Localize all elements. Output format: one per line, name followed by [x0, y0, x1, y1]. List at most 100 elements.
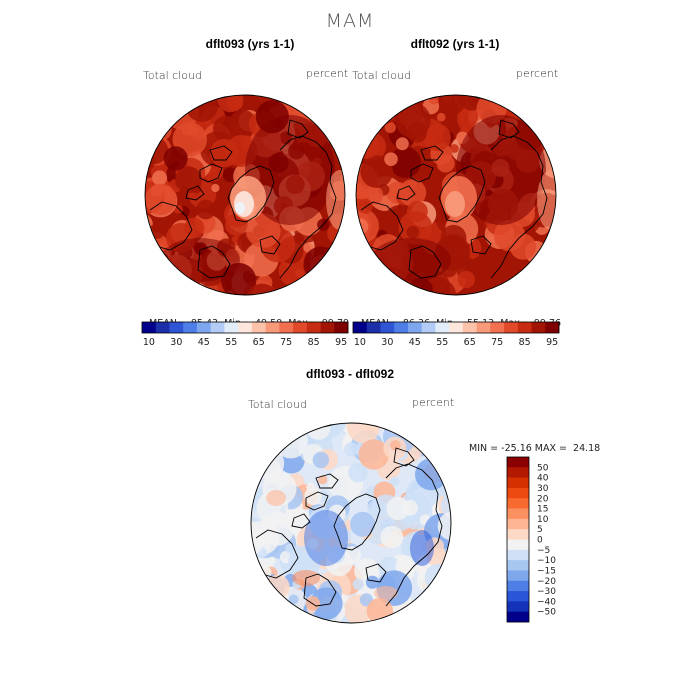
panel3-map-cell	[440, 468, 451, 479]
panel3-map-cell	[448, 428, 451, 440]
panel2-map-cell	[364, 95, 383, 106]
panel1-map-cell	[145, 263, 157, 284]
panel3-map-cell	[352, 578, 365, 590]
panel2-map-cell	[364, 95, 382, 100]
panel1-coastline	[227, 165, 275, 223]
panel2-colorbar-tick-label: 10	[354, 337, 366, 347]
panel3-map-cell	[432, 445, 451, 471]
panel3-map-region	[266, 490, 286, 506]
panel2-coastline	[490, 135, 548, 279]
panel1-colorbar-swatch	[306, 322, 321, 333]
panel2-map-cell	[546, 95, 556, 106]
panel1-map-cell	[338, 273, 345, 290]
panel1-map-cell	[225, 213, 248, 236]
panel1-map-region	[160, 238, 240, 282]
panel2-colorbar-frame	[352, 321, 560, 334]
panel1-map-cell	[152, 170, 168, 186]
panel2-map-cell	[531, 291, 548, 295]
panel1-colorbar-swatch	[183, 322, 198, 333]
panel1-coastline	[259, 235, 281, 255]
panel3-map-cell	[265, 574, 290, 600]
panel2-map-cell	[450, 144, 459, 153]
panel1-map-cell	[323, 97, 343, 118]
panel1-map-cell	[145, 270, 172, 295]
panel3-map-cell	[251, 587, 254, 599]
panel3-map-cell	[380, 525, 404, 549]
panel1-colorbar-swatch	[142, 322, 157, 333]
panel3-colorbar-swatch	[507, 498, 529, 509]
panel3-map-cell	[432, 423, 451, 436]
panel1-map-cell	[336, 265, 345, 275]
panel1-map-cell	[177, 95, 186, 97]
panel3-colorbar-tick-label: −30	[537, 587, 556, 597]
panel3-map-cell	[251, 429, 267, 450]
panel1-map-cell	[312, 103, 329, 120]
panel3-colorbar-tick-label: −5	[537, 546, 550, 556]
panel1-field-label: Total cloud	[143, 69, 202, 82]
panel1-colorbar-tick-label: 95	[335, 337, 347, 347]
panel2-map-cell	[530, 104, 548, 122]
panel2-map-cell	[369, 98, 396, 125]
panel1-title: dflt093 (yrs 1-1)	[205, 37, 295, 51]
panel2-colorbar-swatch	[476, 322, 491, 333]
panel3-coastline	[305, 491, 329, 511]
panel3-map-cell	[418, 423, 446, 435]
panel1-map	[144, 94, 346, 296]
panel2-map-cell	[403, 290, 419, 295]
panel1-map-cell	[294, 276, 323, 295]
panel2-map-cell	[395, 102, 431, 139]
panel2-coastline	[396, 185, 416, 201]
panel3-map-region	[304, 510, 348, 566]
panel3-map-cell	[421, 587, 437, 603]
panel2-coastline	[410, 163, 434, 183]
panel3-map-cell	[390, 476, 400, 486]
panel2-map-cell	[384, 285, 398, 295]
panel1-colorbar-swatch	[334, 322, 349, 333]
panel2-map-cell	[384, 152, 398, 166]
panel1-coastline	[279, 135, 337, 279]
panel1-map-cell	[325, 101, 345, 133]
panel3-colorbar-swatch	[507, 611, 529, 623]
panel2-map-cell	[500, 285, 524, 295]
panel2-map	[355, 94, 557, 296]
panel1-colorbar-tick-label: 45	[198, 337, 210, 347]
panel2-colorbar-swatch	[421, 322, 436, 333]
panel1-map-cell	[161, 276, 194, 295]
panel2-colorbar-tick-label: 85	[519, 337, 531, 347]
panel2-colorbar-swatch	[380, 322, 395, 333]
panel2-colorbar-tick-label: 55	[436, 337, 448, 347]
panel3-colorbar-swatch	[507, 591, 529, 602]
panel1-map-cell	[341, 266, 345, 284]
panel2-map-cell	[479, 287, 491, 295]
panel2-map-cell	[378, 102, 398, 121]
panel3-map-cell	[436, 574, 451, 593]
panel1-coastline	[209, 145, 233, 161]
panel2-colorbar-swatch	[394, 322, 409, 333]
panel1-colorbar-swatch	[155, 322, 170, 333]
panel1-map-region	[245, 115, 335, 225]
panel3-colorbar-swatch	[507, 457, 529, 468]
panel1-colorbar-swatch	[320, 322, 335, 333]
panel2-map-cell	[536, 279, 550, 292]
panel2-map-cell	[356, 95, 364, 111]
panel3-map-cell	[251, 550, 257, 571]
panel2-map-cell	[511, 95, 530, 112]
panel3-colorbar-swatch	[507, 539, 529, 551]
panel3-map-cell	[251, 424, 280, 459]
panel3-colorbar-swatch	[507, 487, 529, 499]
panel3-map-cell	[390, 440, 401, 451]
panel3-map-cell	[365, 575, 379, 589]
panel1-map-cell	[314, 95, 340, 113]
panel3-map-cell	[251, 574, 265, 593]
panel2-map-cell	[457, 270, 475, 289]
panel3-colorbar-tick-label: −20	[537, 577, 556, 587]
panel2-map-cell	[356, 95, 371, 104]
panel1-map-cell	[145, 275, 150, 290]
panel3-map-cell	[433, 591, 451, 609]
panel1-colorbar-swatch	[210, 322, 225, 333]
panel1-colorbar-tick-label: 75	[280, 337, 292, 347]
panel3-coastline	[365, 563, 387, 583]
panel3-coastline	[333, 493, 381, 551]
panel2-map-cell	[429, 95, 440, 105]
panel2-colorbar: 10 30 45 55 65 75 85 95	[352, 321, 560, 347]
